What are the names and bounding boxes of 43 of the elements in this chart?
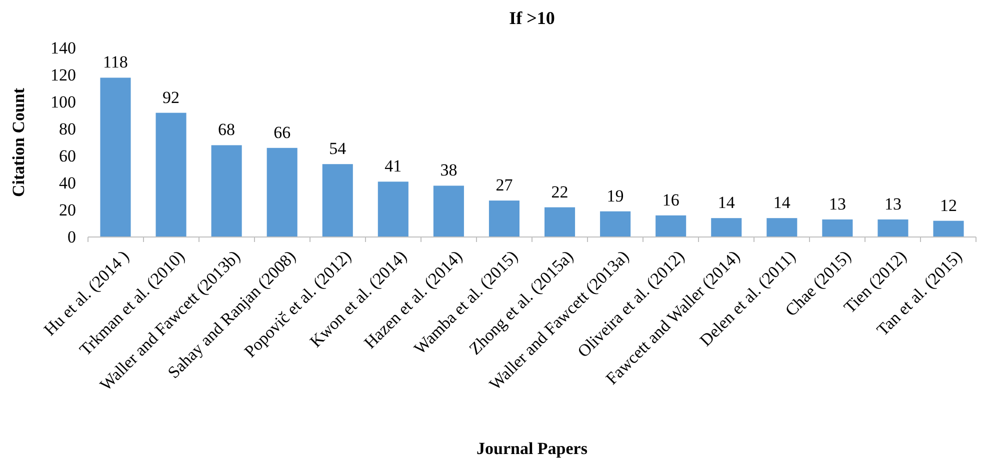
data-label: 13 [884, 194, 902, 214]
x-axis-title: Journal Papers [476, 439, 588, 458]
bar [822, 219, 853, 237]
y-tick-label: 20 [59, 200, 76, 220]
data-label: 54 [329, 139, 347, 158]
bar [544, 207, 576, 237]
data-label: 66 [274, 122, 291, 142]
y-tick-label: 140 [50, 38, 76, 58]
bar [266, 148, 298, 237]
y-tick-label: 40 [59, 173, 76, 192]
y-tick-label: 0 [68, 227, 76, 246]
bar [656, 215, 686, 237]
bar [933, 220, 964, 237]
bar [100, 78, 131, 237]
data-label: 12 [940, 196, 958, 215]
data-label: 41 [384, 156, 402, 176]
data-label: 118 [103, 52, 128, 72]
bar [600, 211, 631, 237]
bar [378, 182, 408, 237]
bar [878, 219, 908, 237]
data-label: 38 [440, 160, 458, 180]
data-label: 19 [606, 186, 624, 206]
bar [322, 164, 353, 237]
bar [766, 218, 798, 237]
bar [711, 218, 742, 237]
y-tick-label: 100 [50, 92, 76, 112]
data-label: 27 [496, 176, 514, 195]
data-label: 22 [551, 182, 568, 202]
y-tick-label: 60 [59, 146, 76, 166]
data-label: 92 [162, 88, 180, 107]
y-tick-label: 120 [50, 65, 76, 84]
bar [433, 186, 464, 237]
data-label: 16 [662, 190, 680, 210]
data-label: 68 [218, 120, 236, 140]
data-label: 14 [773, 193, 791, 212]
bar [488, 200, 520, 237]
y-axis-title: Citation Count [9, 88, 28, 198]
bar [211, 145, 242, 237]
data-label: 13 [828, 194, 846, 214]
chart-title: If >10 [509, 8, 555, 28]
y-tick-label: 80 [59, 119, 76, 138]
bar [156, 112, 186, 237]
data-label: 14 [718, 193, 736, 212]
